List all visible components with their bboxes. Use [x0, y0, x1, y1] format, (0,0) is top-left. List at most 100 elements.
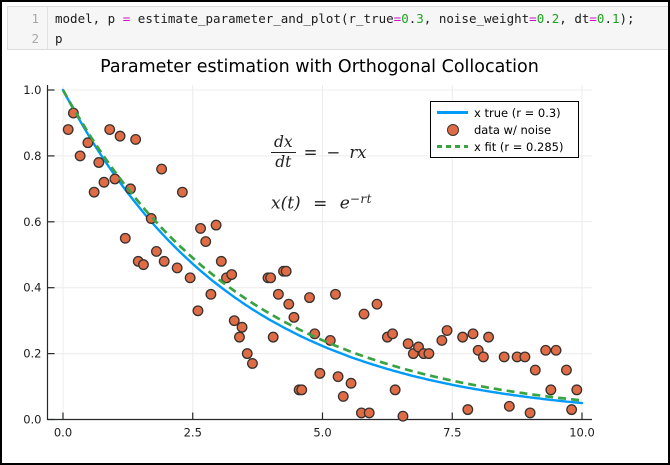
data-point [550, 344, 562, 356]
data-point [62, 124, 74, 135]
data-point [200, 236, 212, 248]
data-point [503, 400, 515, 412]
data-point [109, 173, 121, 185]
plot-legend: x true (r = 0.3) data w/ noise x fit (r … [430, 101, 579, 158]
data-point [389, 384, 401, 396]
data-point [82, 137, 94, 149]
y-tick-label: 1.0 [23, 83, 41, 97]
data-point [345, 377, 357, 389]
data-point [363, 407, 375, 419]
code-editor[interactable]: model, p = estimate_parameter_and_plot(r… [48, 7, 668, 49]
data-point [441, 325, 453, 336]
data-point [236, 321, 248, 333]
x-tick-label: 10.0 [569, 426, 595, 440]
tick-labels: 0.0 2.5 5.0 7.5 10.0 0.0 0.2 0.4 0.6 0.8 1.0 [23, 83, 595, 440]
legend-entry-x-true: x true (r = 0.3) [431, 104, 578, 121]
y-tick-label: 0.6 [23, 215, 41, 229]
data-point [114, 130, 126, 142]
line-number: 2 [31, 31, 39, 46]
data-point [205, 288, 217, 300]
legend-entry-x-fit: x fit (r = 0.285) [431, 138, 578, 155]
data-point [93, 157, 105, 168]
y-tick-label: 0.2 [23, 347, 41, 361]
line-swatch-icon [437, 111, 468, 114]
data-point [267, 331, 279, 343]
data-point [529, 364, 541, 376]
data-point [540, 344, 552, 356]
data-point [560, 364, 572, 376]
data-point [283, 298, 295, 310]
line-number: 1 [31, 11, 39, 26]
data-point [467, 328, 479, 340]
code-line[interactable]: model, p = estimate_parameter_and_plot(r… [55, 11, 635, 26]
data-point [226, 269, 238, 280]
data-point [387, 328, 399, 340]
data-point [402, 338, 414, 350]
plot-title: Parameter estimation with Orthogonal Col… [100, 57, 539, 77]
y-tick-label: 0.0 [23, 413, 41, 427]
data-point [330, 288, 341, 300]
data-point [150, 246, 162, 257]
data-point [241, 348, 253, 360]
y-tick-label: 0.4 [23, 281, 41, 295]
noisy-data-points [62, 107, 583, 422]
code-line[interactable]: p [55, 31, 63, 46]
data-point [524, 407, 536, 419]
data-point [566, 404, 578, 416]
data-point [371, 298, 383, 310]
equation-solution: x(t) = e−rt [271, 192, 372, 214]
data-point [288, 311, 300, 323]
equation-ode: dx dt = − rx [271, 134, 367, 171]
data-point [272, 288, 284, 300]
data-point [228, 315, 240, 327]
x-tick-label: 5.0 [313, 426, 331, 440]
data-point [296, 384, 308, 396]
data-point [483, 331, 495, 343]
data-point [176, 186, 188, 198]
data-point [88, 186, 100, 198]
data-point [545, 384, 557, 396]
data-point [265, 272, 277, 284]
legend-label: x true (r = 0.3) [474, 105, 561, 120]
data-point [332, 371, 344, 383]
legend-label: data w/ noise [474, 122, 552, 137]
data-point [195, 222, 206, 234]
legend-label: x fit (r = 0.285) [474, 139, 564, 154]
data-point [98, 176, 110, 188]
data-point [156, 163, 168, 175]
legend-entry-data: data w/ noise [431, 121, 578, 138]
data-point [519, 351, 531, 363]
data-point [246, 358, 258, 369]
data-point [234, 331, 245, 343]
data-point [337, 390, 349, 402]
data-point [67, 107, 79, 119]
data-point [137, 259, 149, 271]
data-point [184, 272, 196, 284]
data-point [462, 404, 474, 416]
data-point [423, 348, 435, 360]
y-tick-label: 0.8 [23, 149, 41, 163]
data-point [171, 262, 183, 274]
data-point [158, 255, 170, 267]
x-tick-label: 7.5 [443, 426, 461, 440]
data-point [436, 334, 448, 346]
x-fit-line [61, 89, 583, 402]
data-point [358, 308, 370, 320]
data-point [119, 232, 131, 244]
data-point [192, 305, 204, 317]
data-point [104, 124, 116, 135]
dashed-line-swatch-icon [437, 145, 468, 148]
data-point [210, 219, 222, 231]
data-point [74, 150, 86, 162]
x-tick-label: 0.0 [54, 426, 72, 440]
marker-swatch-icon [446, 123, 459, 136]
data-point [498, 351, 510, 363]
data-point [571, 384, 583, 396]
data-point [130, 133, 142, 145]
data-point [215, 255, 227, 267]
data-point [477, 351, 489, 363]
